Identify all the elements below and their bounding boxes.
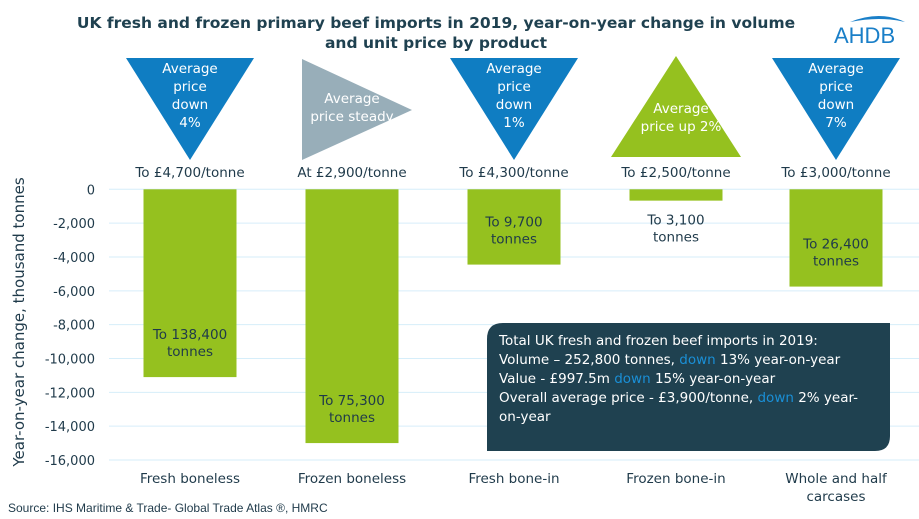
summary-box: Total UK fresh and frozen beef imports i… <box>487 323 890 451</box>
summary-text: 13% year-on-year <box>716 352 841 368</box>
price-down-triangle-icon <box>126 58 254 160</box>
unit-price-label: At £2,900/tonne <box>297 165 406 181</box>
price-steady-triangle-icon <box>302 59 412 160</box>
price-change-text: price <box>173 79 207 95</box>
bar-frozen-bone-in <box>629 189 723 201</box>
bar-frozen-boneless <box>305 189 399 444</box>
bar-value-label: tonnes <box>813 254 859 270</box>
y-tick-label: -12,000 <box>45 386 95 401</box>
chart-title-line-1: UK fresh and frozen primary beef imports… <box>77 14 795 32</box>
y-axis-title: Year-on-year change, thousand tonnes <box>10 177 28 467</box>
price-change-text: price <box>819 79 853 95</box>
x-category-label: Fresh boneless <box>140 471 240 487</box>
y-tick-label: -14,000 <box>45 420 95 435</box>
y-tick-label: 0 <box>87 183 95 198</box>
price-change-text: 1% <box>503 115 525 131</box>
summary-text: Overall average price - £3,900/tonne, <box>499 390 757 406</box>
summary-down: down <box>757 390 793 406</box>
unit-price-label: To £3,000/tonne <box>780 165 890 181</box>
price-change-text: down <box>818 97 854 113</box>
bar-value-label: tonnes <box>329 410 375 426</box>
ahdb-logo: AHDB <box>834 16 905 48</box>
bar-value-label: tonnes <box>653 230 699 246</box>
y-tick-label: -4,000 <box>53 251 95 266</box>
bar-fresh-bone-in <box>467 189 561 265</box>
price-up-triangle-icon <box>611 56 741 157</box>
y-tick-label: -6,000 <box>53 285 95 300</box>
x-category-label: carcases <box>806 489 865 505</box>
summary-down: down <box>614 371 650 387</box>
price-change-text: price up 2% <box>641 119 722 135</box>
summary-line-5: on-year <box>499 409 551 425</box>
summary-line-1: Total UK fresh and frozen beef imports i… <box>498 333 818 349</box>
bar-value-label: To 26,400 <box>802 237 869 253</box>
summary-text: 2% year- <box>794 390 858 406</box>
price-change-text: down <box>172 97 208 113</box>
price-change-text: 4% <box>179 115 201 131</box>
price-change-text: Average <box>808 61 863 77</box>
price-change-text: Average <box>653 101 708 117</box>
source-note: Source: IHS Maritime & Trade- Global Tra… <box>8 501 328 515</box>
chart-title-line-2: and unit price by product <box>325 34 548 52</box>
bar-value-label: tonnes <box>167 344 213 360</box>
bar-value-label: To 75,300 <box>318 393 385 409</box>
unit-price-label: To £2,500/tonne <box>620 165 730 181</box>
summary-line-4: Overall average price - £3,900/tonne, do… <box>499 390 858 406</box>
logo-text: AHDB <box>834 23 895 48</box>
bar-value-label: To 9,700 <box>484 215 542 231</box>
summary-line-3: Value - £997.5m down 15% year-on-year <box>499 371 776 387</box>
bar-value-label: tonnes <box>491 232 537 248</box>
x-category-label: Frozen bone-in <box>626 471 725 487</box>
x-category-label: Fresh bone-in <box>468 471 559 487</box>
summary-line-2: Volume – 252,800 tonnes, down 13% year-o… <box>499 352 841 368</box>
price-change-text: Average <box>162 61 217 77</box>
y-tick-label: -2,000 <box>53 217 95 232</box>
y-tick-label: -16,000 <box>45 454 95 469</box>
y-tick-label: -10,000 <box>45 352 95 367</box>
bar-whole-and-half-carcases <box>789 189 883 287</box>
y-tick-label: -8,000 <box>53 319 95 334</box>
unit-price-label: To £4,700/tonne <box>134 165 244 181</box>
bar-value-label: To 138,400 <box>152 327 227 343</box>
price-change-text: down <box>496 97 532 113</box>
price-change-text: Average <box>486 61 541 77</box>
summary-text: 15% year-on-year <box>651 371 776 387</box>
bar-fresh-boneless <box>143 189 237 378</box>
x-category-label: Whole and half <box>785 471 888 487</box>
summary-text: Value - £997.5m <box>499 371 614 387</box>
price-change-text: 7% <box>825 115 847 131</box>
summary-down: down <box>679 352 715 368</box>
x-category-label: Frozen boneless <box>298 471 406 487</box>
unit-price-label: To £4,300/tonne <box>458 165 568 181</box>
price-down-triangle-icon <box>772 58 900 160</box>
price-change-text: price <box>497 79 531 95</box>
bar-value-label: To 3,100 <box>646 213 704 229</box>
summary-text: Volume – 252,800 tonnes, <box>499 352 679 368</box>
price-down-triangle-icon <box>450 58 578 160</box>
logo-swoosh-icon <box>850 16 905 22</box>
price-change-text: price steady <box>310 109 393 125</box>
price-change-text: Average <box>324 91 379 107</box>
